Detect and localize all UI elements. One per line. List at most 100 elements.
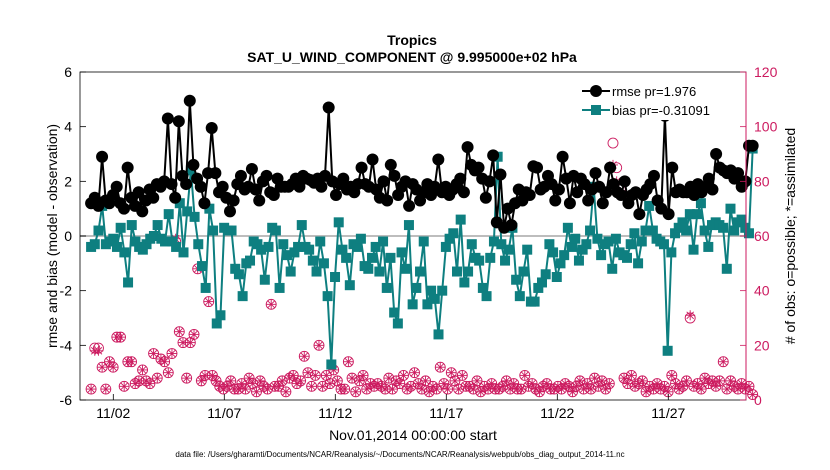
y-axis-label-left: rmse and bias (model - observation) [44,124,60,348]
bias-point [178,247,189,258]
bias-point [437,285,448,296]
rmse-point [647,169,660,182]
bias-point [163,209,174,220]
bias-point [341,252,352,263]
bias-point [485,252,496,263]
bias-point [681,225,692,236]
bias-point [411,282,422,293]
bias-point [141,239,152,250]
rmse-point [216,180,229,193]
bias-point [270,225,281,236]
bias-point [226,225,237,236]
bias-point [729,225,740,236]
bias-point [644,200,655,211]
bias-point [415,266,426,277]
assimilated-obs-point [681,375,692,386]
bias-point [540,269,551,280]
rmse-point [600,186,613,199]
assimilated-obs-point [189,329,200,340]
assimilated-obs-point [225,375,236,386]
assimilated-obs-point [457,370,468,381]
bias-point [204,203,215,214]
assimilated-obs-point [394,378,405,389]
assimilated-obs-point [295,375,306,386]
rmse-point [180,178,193,191]
assimilated-obs-point [438,378,449,389]
assimilated-obs-point [119,381,130,392]
assimilated-obs-point [203,296,214,307]
bias-point [185,165,196,176]
assimilated-obs-point [358,370,369,381]
assimilated-obs-point [181,373,192,384]
rmse-point [604,161,617,174]
assimilated-obs-point [416,384,427,395]
bias-point [533,282,544,293]
assimilated-obs-point [222,381,233,392]
bias-point [333,217,344,228]
bias-point [592,233,603,244]
bias-point [418,236,429,247]
rmse-point [337,172,350,185]
bias-point [518,266,529,277]
assimilated-obs-point [497,381,508,392]
rmse-point [531,161,544,174]
assimilated-obs-point [567,386,578,397]
bias-point [304,244,315,255]
bias-point [233,269,244,280]
assimilated-obs-point [626,370,637,381]
bias-point [633,258,644,269]
bias-point [603,236,614,247]
assimilated-obs-point [108,362,119,373]
bias-point [433,329,444,340]
assimilated-obs-point [211,375,222,386]
assimilated-obs-point [277,375,288,386]
assimilated-obs-point [442,384,453,395]
rmse-point [432,153,445,166]
assimilated-obs-point [152,373,163,384]
bias-point [296,220,307,231]
rmse-point [702,172,715,185]
rmse-point [472,161,485,174]
assimilated-obs-point [424,386,435,397]
rmse-point [666,161,679,174]
assimilated-obs-point [431,384,442,395]
assimilated-obs-point [166,348,177,359]
assimilated-obs-point [600,384,611,395]
bias-point [695,198,706,209]
rmse-point [147,191,160,204]
bias-point [366,252,377,263]
bias-point [167,236,178,247]
assimilated-obs-point [332,375,343,386]
assimilated-obs-point [306,381,317,392]
rmse-point [618,175,631,188]
assimilated-obs-point [383,373,394,384]
assimilated-obs-point [174,326,185,337]
bias-point [403,220,414,231]
bias-point [692,209,703,220]
rmse-point [633,208,646,221]
assimilated-obs-point [159,356,170,367]
rmse-point [169,191,182,204]
rmse-point [183,94,196,107]
bias-point [581,239,592,250]
rmse-point [227,194,240,207]
assimilated-obs-point [266,299,277,310]
assimilated-obs-point [137,364,148,375]
rmse-point [662,208,675,221]
rmse-point [172,115,185,128]
rmse-point [494,168,507,181]
assimilated-obs-point [677,381,688,392]
x-tick-label: 11/02 [96,405,130,421]
assimilated-obs-point [185,337,196,348]
bias-point [378,236,389,247]
rmse-point [267,189,280,201]
legend-box [578,76,738,120]
x-axis-label: Nov.01,2014 00:00:00 start [329,427,497,443]
assimilated-obs-point [747,389,758,400]
bias-point [481,291,492,302]
rmse-point [315,180,328,193]
x-tick-label: 11/07 [207,405,241,421]
assimilated-obs-point [659,381,670,392]
bias-point [522,244,533,255]
bias-point [245,255,256,266]
